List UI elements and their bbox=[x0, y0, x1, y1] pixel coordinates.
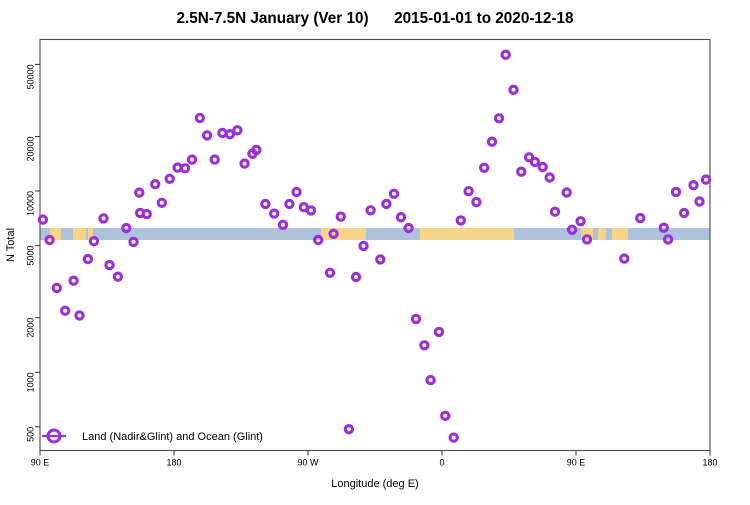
svg-text:180: 180 bbox=[166, 458, 181, 468]
svg-text:Land (Nadir&Glint) and Ocean (: Land (Nadir&Glint) and Ocean (Glint) bbox=[82, 431, 263, 443]
svg-text:90 W: 90 W bbox=[297, 458, 319, 468]
svg-text:20000: 20000 bbox=[25, 137, 35, 162]
svg-text:N Total: N Total bbox=[5, 228, 17, 262]
svg-text:Longitude (deg E): Longitude (deg E) bbox=[331, 478, 418, 490]
svg-text:50000: 50000 bbox=[25, 64, 35, 89]
svg-text:2000: 2000 bbox=[25, 318, 35, 338]
svg-text:5000: 5000 bbox=[25, 246, 35, 266]
svg-text:2.5N-7.5N January (Ver 10): 2.5N-7.5N January (Ver 10) 2015-01-01 to… bbox=[176, 10, 574, 27]
svg-text:90 E: 90 E bbox=[31, 458, 50, 468]
svg-text:0: 0 bbox=[439, 458, 444, 468]
svg-text:500: 500 bbox=[25, 427, 35, 442]
svg-text:10000: 10000 bbox=[25, 191, 35, 216]
svg-text:180: 180 bbox=[702, 458, 717, 468]
svg-text:1000: 1000 bbox=[25, 372, 35, 392]
svg-text:90 E: 90 E bbox=[567, 458, 586, 468]
